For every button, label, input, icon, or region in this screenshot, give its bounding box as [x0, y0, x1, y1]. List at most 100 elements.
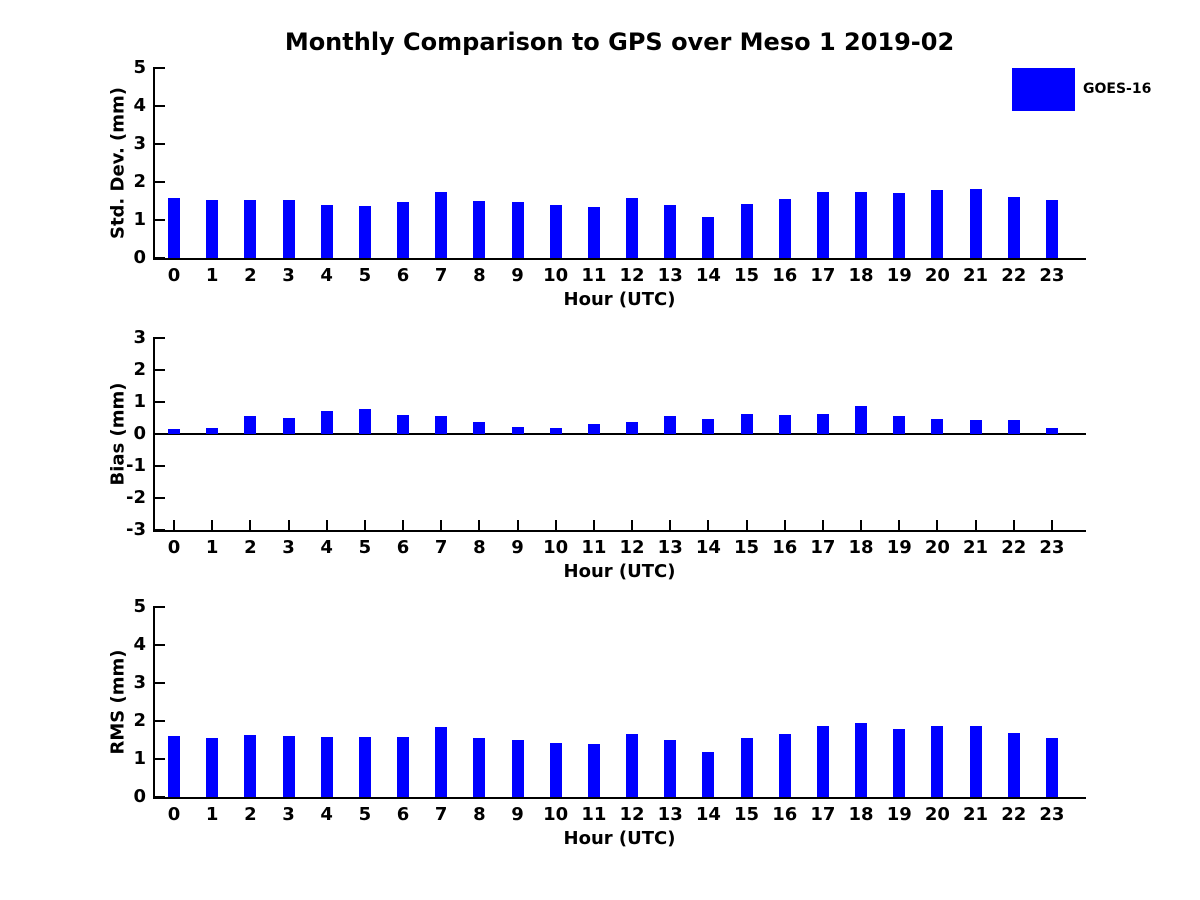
bar: [473, 737, 486, 797]
bar: [587, 207, 600, 258]
x-tick: [707, 520, 710, 532]
x-tick-label: 5: [358, 804, 372, 825]
bar: [816, 414, 829, 434]
y-tick-label: 0: [133, 786, 146, 807]
bar: [320, 736, 333, 797]
bar: [358, 736, 371, 797]
bar: [855, 191, 868, 258]
y-tick-label: -1: [126, 455, 146, 476]
x-tick: [287, 520, 290, 532]
bar: [816, 725, 829, 797]
x-tick-label: 2: [244, 537, 257, 558]
x-tick-label: 21: [963, 265, 989, 286]
bar: [397, 202, 410, 258]
bar: [549, 428, 562, 434]
bar: [473, 201, 486, 258]
bar: [1007, 419, 1020, 434]
y-tick: [153, 67, 165, 69]
bar: [168, 197, 180, 258]
y-tick: [153, 105, 165, 107]
y-tick-label: 1: [133, 748, 146, 769]
x-tick-label: 15: [734, 804, 760, 825]
bar: [931, 725, 944, 797]
bar: [855, 722, 868, 797]
x-tick-label: 19: [886, 537, 912, 558]
x-tick-label: 11: [581, 804, 607, 825]
bar: [969, 419, 982, 434]
bar: [893, 728, 906, 797]
x-tick-label: 11: [581, 265, 607, 286]
bar: [397, 736, 410, 797]
x-tick-label: 9: [511, 804, 524, 825]
x-tick-label: 22: [1001, 265, 1027, 286]
bar: [397, 414, 410, 434]
y-tick: [153, 433, 165, 435]
x-tick-label: 7: [434, 537, 448, 558]
x-tick-label: 21: [963, 537, 989, 558]
zero-line: [153, 433, 1086, 435]
x-tick: [478, 520, 481, 532]
bar: [435, 191, 448, 258]
y-tick-label: 2: [133, 171, 146, 192]
y-tick: [153, 497, 165, 499]
bar: [168, 735, 180, 797]
x-tick-label: 9: [511, 265, 524, 286]
bar: [206, 737, 219, 797]
y-tick: [153, 682, 165, 684]
bar: [702, 751, 715, 797]
bar: [778, 199, 791, 258]
x-tick: [249, 520, 252, 532]
x-tick-label: 15: [734, 265, 760, 286]
y-tick-label: 1: [133, 391, 146, 412]
y-tick-label: 5: [133, 57, 146, 78]
x-axis-line: [153, 530, 1086, 532]
y-tick: [153, 401, 165, 403]
x-tick-label: 11: [581, 537, 607, 558]
x-tick-label: 16: [772, 537, 798, 558]
bar: [664, 739, 677, 797]
bar: [969, 188, 982, 258]
x-tick: [402, 520, 405, 532]
x-tick-label: 6: [396, 804, 410, 825]
x-tick: [1012, 520, 1015, 532]
x-tick-label: 8: [473, 804, 486, 825]
x-tick-label: 19: [886, 265, 912, 286]
x-tick-label: 23: [1039, 804, 1065, 825]
y-tick-label: 3: [133, 327, 146, 348]
y-tick: [153, 758, 165, 760]
x-tick-label: 15: [734, 537, 760, 558]
x-tick-label: 22: [1001, 804, 1027, 825]
bar: [511, 739, 524, 797]
x-tick-label: 4: [320, 537, 333, 558]
bar: [1045, 738, 1058, 797]
bar: [511, 426, 524, 434]
bar: [740, 413, 753, 434]
bar: [435, 415, 448, 434]
bar: [244, 735, 257, 797]
y-tick: [153, 337, 165, 339]
x-tick-label: 4: [320, 265, 333, 286]
x-axis-label: Hour (UTC): [563, 561, 676, 582]
x-tick-label: 8: [473, 537, 486, 558]
y-axis-label: Std. Dev. (mm): [107, 86, 129, 240]
bar: [587, 424, 600, 434]
bar: [282, 418, 295, 434]
x-tick: [745, 520, 748, 532]
bar: [702, 418, 715, 434]
x-tick: [173, 520, 175, 532]
x-tick-label: 8: [473, 265, 486, 286]
bar: [626, 734, 639, 797]
y-axis-line: [153, 338, 155, 532]
x-tick-label: 20: [924, 537, 950, 558]
bar: [702, 216, 715, 258]
x-tick-label: 18: [848, 265, 874, 286]
x-tick-label: 7: [434, 804, 448, 825]
x-tick: [325, 520, 328, 532]
x-tick-label: 19: [886, 804, 912, 825]
bar: [320, 410, 333, 434]
x-tick-label: 23: [1039, 265, 1065, 286]
x-tick-label: 14: [695, 804, 721, 825]
bar: [664, 416, 677, 434]
x-tick-label: 16: [772, 265, 798, 286]
